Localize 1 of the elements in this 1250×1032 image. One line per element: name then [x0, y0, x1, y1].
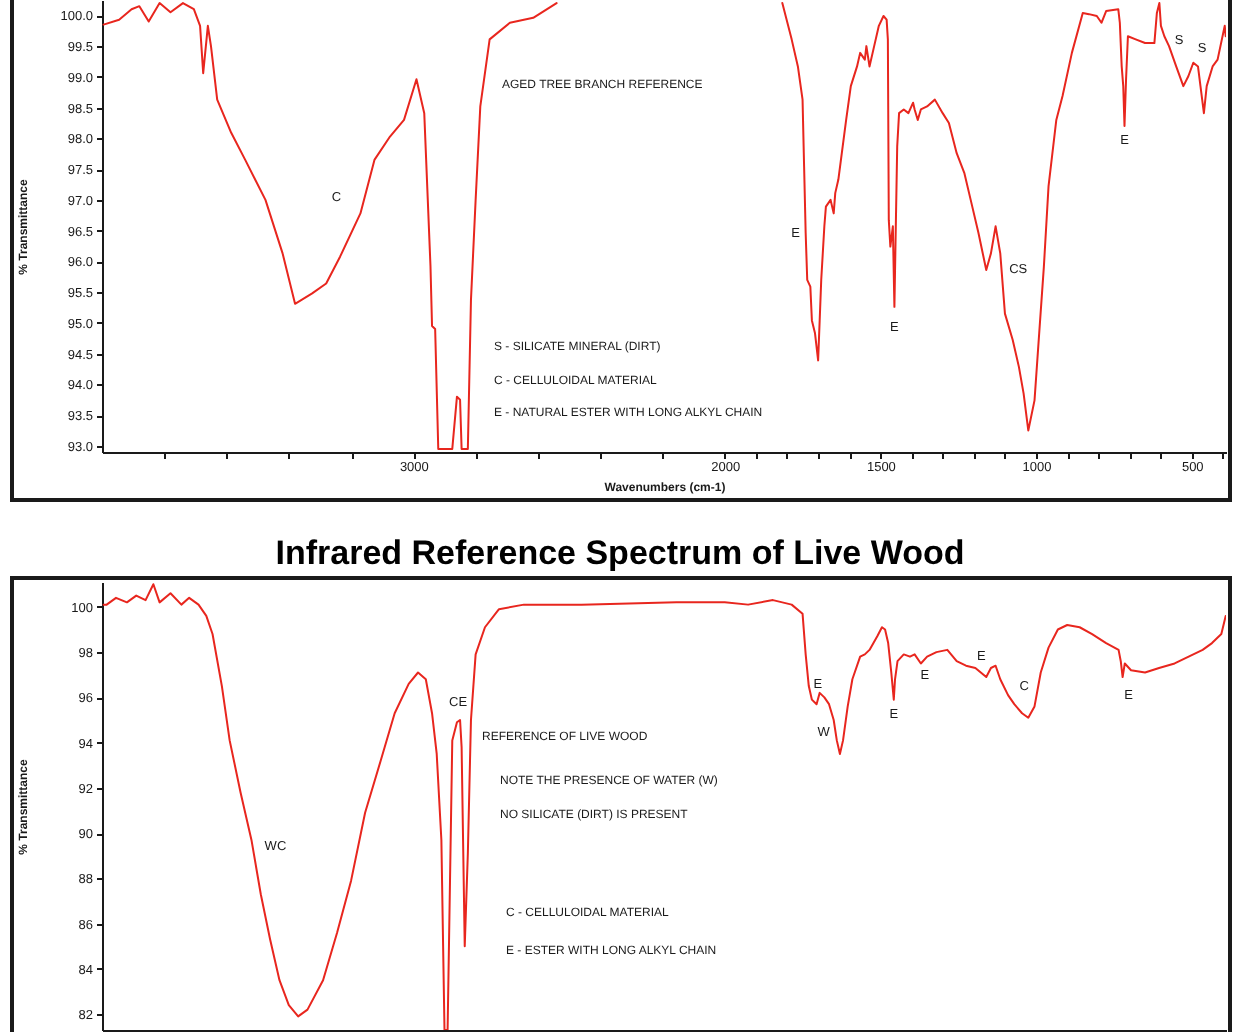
- chart-title: Infrared Reference Spectrum of Live Wood: [275, 534, 965, 572]
